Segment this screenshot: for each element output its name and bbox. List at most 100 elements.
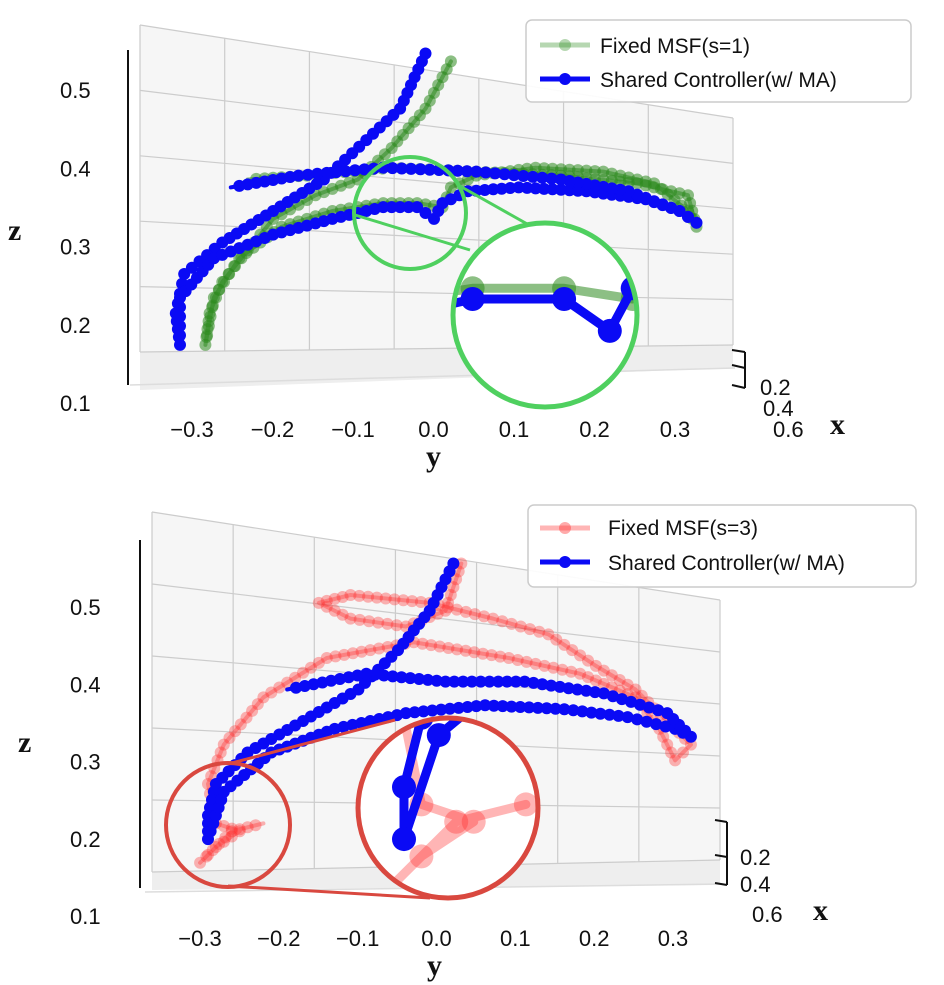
trajectory-point-shared xyxy=(330,166,343,179)
inset-point-shared xyxy=(552,287,577,311)
y-tick-label: −0.1 xyxy=(336,926,379,951)
trajectory-point-shared xyxy=(498,168,511,181)
trajectory-point-shared xyxy=(509,675,522,688)
trajectory-point-reference xyxy=(225,830,238,843)
trajectory-point-shared xyxy=(615,693,628,706)
trajectory-point-reference xyxy=(444,589,457,601)
trajectory-point-shared xyxy=(545,679,558,692)
trajectory-point-reference xyxy=(406,595,419,608)
inset-point-reference xyxy=(0,659,5,683)
trajectory-point-shared xyxy=(417,705,430,718)
trajectory-point-reference xyxy=(447,581,460,594)
trajectory-point-shared xyxy=(496,700,509,713)
legend-box xyxy=(525,19,912,103)
trajectory-point-reference xyxy=(478,610,490,623)
trajectory-point-shared xyxy=(631,713,644,726)
inset-point-shared xyxy=(426,723,451,748)
trajectory-point-reference xyxy=(223,731,236,744)
trajectory-point-reference xyxy=(241,821,254,834)
x-axis-label: x xyxy=(830,408,845,441)
trajectory-point-shared xyxy=(504,182,517,194)
trajectory-point-shared xyxy=(470,165,483,178)
trajectory-point-shared xyxy=(461,165,473,178)
x-tick-mark xyxy=(714,882,728,886)
legend-label-reference: Fixed MSF(s=3) xyxy=(608,517,758,540)
trajectory-point-shared xyxy=(414,163,427,176)
zoom-inset xyxy=(0,155,640,683)
trajectory-point-reference xyxy=(353,613,366,626)
trajectory-point-shared xyxy=(423,163,436,176)
z-tick-label: 0.5 xyxy=(60,78,91,103)
trajectory-point-shared xyxy=(402,201,415,214)
trajectory-point-reference xyxy=(582,671,594,684)
legend-marker-shared xyxy=(559,556,571,568)
trajectory-point-shared xyxy=(386,670,399,683)
x-tick-mark xyxy=(714,819,728,823)
inset-trajectory-reference xyxy=(382,718,538,896)
trajectory-point-shared xyxy=(465,675,478,688)
trajectory-point-reference xyxy=(273,681,286,694)
trajectory-point-shared xyxy=(174,301,186,314)
trajectory-point-shared xyxy=(571,683,584,696)
trajectory-point-reference xyxy=(441,601,454,614)
trajectory-point-reference xyxy=(511,654,524,666)
inset-point-shared xyxy=(740,463,764,487)
x-tick-label: 0.6 xyxy=(752,902,783,927)
trajectory-point-shared xyxy=(358,163,371,176)
inset-point-reference xyxy=(409,844,434,869)
trajectory-point-reference xyxy=(450,573,463,586)
trajectory-point-shared xyxy=(585,706,598,719)
trajectory-point-reference xyxy=(597,677,610,690)
z-tick-label: 0.3 xyxy=(70,750,101,775)
trajectory-point-reference xyxy=(485,649,498,662)
trajectory-point-shared xyxy=(369,668,382,681)
inset-point-reference xyxy=(461,809,486,834)
trajectory-point-shared xyxy=(233,179,246,192)
trajectory-point-shared xyxy=(682,210,694,223)
trajectory-point-shared xyxy=(523,701,536,714)
trajectory-point-shared xyxy=(290,681,302,694)
trajectory-point-shared xyxy=(339,165,352,178)
legend-marker-reference xyxy=(559,522,571,534)
y-axis-label: y xyxy=(427,949,442,982)
y-tick-label: 0.1 xyxy=(499,417,530,442)
trajectory-point-reference xyxy=(605,669,618,682)
trajectory-point-shared xyxy=(576,705,589,718)
trajectory-point-reference xyxy=(425,639,438,652)
trajectory-point-reference xyxy=(547,661,560,674)
trajectory-point-shared xyxy=(540,702,553,715)
trajectory-point-shared xyxy=(399,707,412,720)
trajectory-point-shared xyxy=(580,684,593,697)
trajectory-point-shared xyxy=(346,718,359,731)
trajectory-point-reference xyxy=(312,656,325,669)
inset-point-shared xyxy=(460,287,485,311)
trajectory-point-reference xyxy=(661,738,674,751)
trajectory-point-reference xyxy=(281,676,294,689)
trajectory-point-shared xyxy=(408,706,421,719)
trajectory-point-shared xyxy=(536,678,549,691)
legend-marker-shared xyxy=(559,73,571,85)
x-tick-mark xyxy=(731,384,746,389)
zoom-source-circle xyxy=(164,761,292,889)
inset-point-reference xyxy=(95,213,119,237)
trajectory-point-shared xyxy=(178,268,191,280)
trajectory-point-reference xyxy=(336,608,349,621)
z-tick-label: 0.4 xyxy=(60,156,91,181)
trajectory-point-shared xyxy=(606,690,619,703)
back-pane xyxy=(152,512,720,872)
trajectory-point-reference xyxy=(225,822,238,835)
trajectory-point-shared xyxy=(521,181,534,194)
trajectory-point-reference xyxy=(550,633,563,646)
y-tick-label: 0.2 xyxy=(579,926,610,951)
trajectory-point-shared xyxy=(174,320,186,332)
trajectory-point-shared xyxy=(174,329,186,342)
trajectory-point-reference xyxy=(574,649,587,662)
trajectory-point-shared xyxy=(492,675,505,688)
trajectory-point-reference xyxy=(233,825,246,838)
z-tick-label: 0.2 xyxy=(70,827,101,852)
trajectory-point-reference xyxy=(381,641,394,653)
trajectory-point-reference xyxy=(364,644,377,657)
trajectory-point-shared xyxy=(501,675,514,688)
inset-trajectory-shared xyxy=(453,223,637,407)
zoom-connector xyxy=(227,718,396,766)
